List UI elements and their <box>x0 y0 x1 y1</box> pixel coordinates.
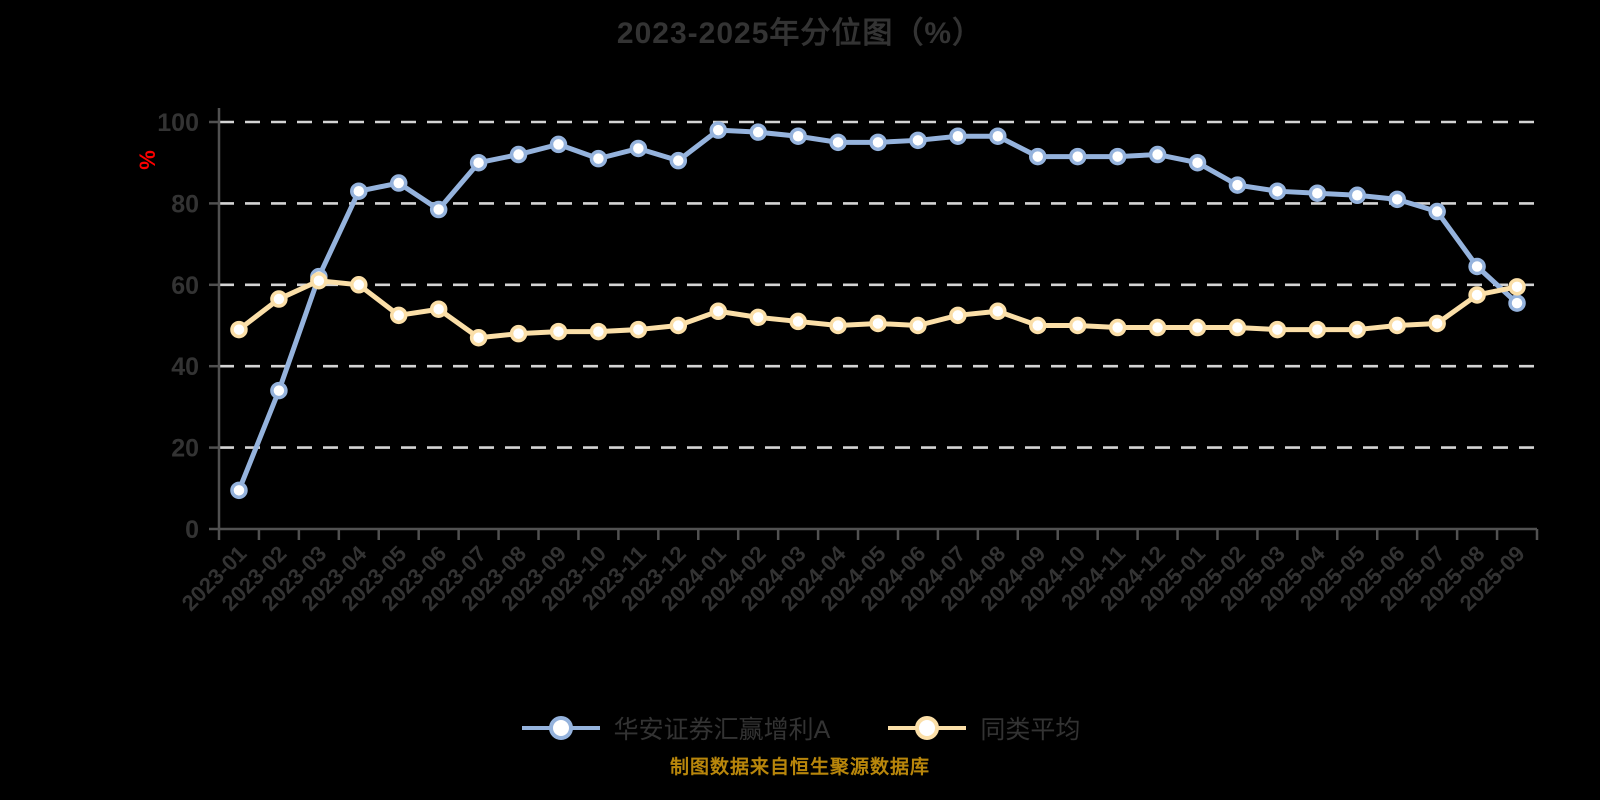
data-point-marker <box>1468 257 1486 276</box>
data-point-marker <box>589 322 608 341</box>
data-point-marker <box>629 139 648 158</box>
legend-item-fund[interactable]: 华安证券汇赢增利A <box>520 710 831 746</box>
data-point-marker <box>629 320 648 339</box>
data-point-marker <box>1228 176 1247 194</box>
data-point-marker <box>270 381 288 400</box>
data-point-marker <box>509 145 528 164</box>
data-point-marker <box>709 302 727 321</box>
data-point-marker <box>669 151 688 170</box>
data-point-marker <box>709 121 727 139</box>
data-point-marker <box>350 276 368 294</box>
data-point-marker <box>1068 147 1087 166</box>
data-point-marker <box>1029 147 1047 166</box>
data-point-marker <box>1068 316 1087 335</box>
y-tick-label: 80 <box>171 190 199 218</box>
data-point-marker <box>1108 318 1127 337</box>
y-tick-label: 20 <box>171 435 199 463</box>
data-point-marker <box>1228 318 1247 337</box>
data-point-marker <box>310 271 328 290</box>
data-point-marker <box>389 174 408 192</box>
data-point-marker <box>949 127 967 145</box>
data-point-marker <box>549 135 568 154</box>
data-point-marker <box>389 306 408 325</box>
line-circle-marker-icon <box>888 716 967 740</box>
data-point-marker <box>829 316 847 335</box>
data-point-marker <box>1108 147 1127 166</box>
data-point-marker <box>1308 184 1327 202</box>
legend-item-peer-average[interactable]: 同类平均 <box>886 710 1080 746</box>
line-circle-marker-icon <box>521 716 600 740</box>
y-tick-label: 60 <box>171 272 199 300</box>
data-point-marker <box>1148 318 1167 337</box>
data-point-marker <box>829 133 847 152</box>
data-point-marker <box>1428 314 1446 333</box>
data-point-marker <box>949 306 967 325</box>
data-point-marker <box>509 324 528 343</box>
data-point-marker <box>669 316 688 335</box>
data-point-marker <box>1468 286 1486 304</box>
data-point-marker <box>469 153 488 172</box>
data-point-marker <box>1348 320 1367 339</box>
data-point-marker <box>1508 278 1526 296</box>
data-point-marker <box>1308 320 1327 339</box>
data-point-marker <box>230 481 248 500</box>
data-point-marker <box>989 127 1007 145</box>
data-point-marker <box>429 200 448 219</box>
y-tick-label: 0 <box>185 516 199 544</box>
legend-label-peer-average: 同类平均 <box>980 716 1081 744</box>
data-point-marker <box>1268 320 1287 339</box>
data-point-marker <box>1148 145 1167 164</box>
data-point-marker <box>909 131 927 150</box>
data-point-marker <box>1388 190 1406 209</box>
data-point-marker <box>1188 153 1207 172</box>
data-point-marker <box>1508 294 1526 312</box>
data-point-marker <box>789 127 807 145</box>
y-tick-label: 40 <box>171 353 199 381</box>
data-point-marker <box>989 302 1007 321</box>
data-point-marker <box>1188 318 1207 337</box>
chart-title: 2023-2025年分位图（%） <box>616 17 984 50</box>
data-point-marker <box>909 316 927 335</box>
data-point-marker <box>1029 316 1047 335</box>
data-point-marker <box>549 322 568 341</box>
data-point-marker <box>350 182 368 200</box>
data-point-marker <box>589 149 608 168</box>
data-point-marker <box>1428 202 1446 221</box>
y-tick-label: 100 <box>157 109 199 137</box>
data-point-marker <box>749 123 767 141</box>
data-point-marker <box>789 312 807 331</box>
data-point-marker <box>749 308 767 327</box>
data-source-caption: 制图数据来自恒生聚源数据库 <box>669 757 930 778</box>
legend-label-fund: 华安证券汇赢增利A <box>613 716 831 744</box>
data-point-marker <box>869 133 887 152</box>
data-point-marker <box>429 300 448 318</box>
data-point-marker <box>869 314 887 333</box>
data-point-marker <box>270 290 288 308</box>
data-point-marker <box>230 320 248 339</box>
legend: 华安证券汇赢增利A 同类平均 <box>0 710 1600 746</box>
data-point-marker <box>1348 186 1367 205</box>
data-point-marker <box>1388 316 1406 335</box>
data-point-marker <box>469 328 488 347</box>
data-point-marker <box>1268 182 1287 200</box>
